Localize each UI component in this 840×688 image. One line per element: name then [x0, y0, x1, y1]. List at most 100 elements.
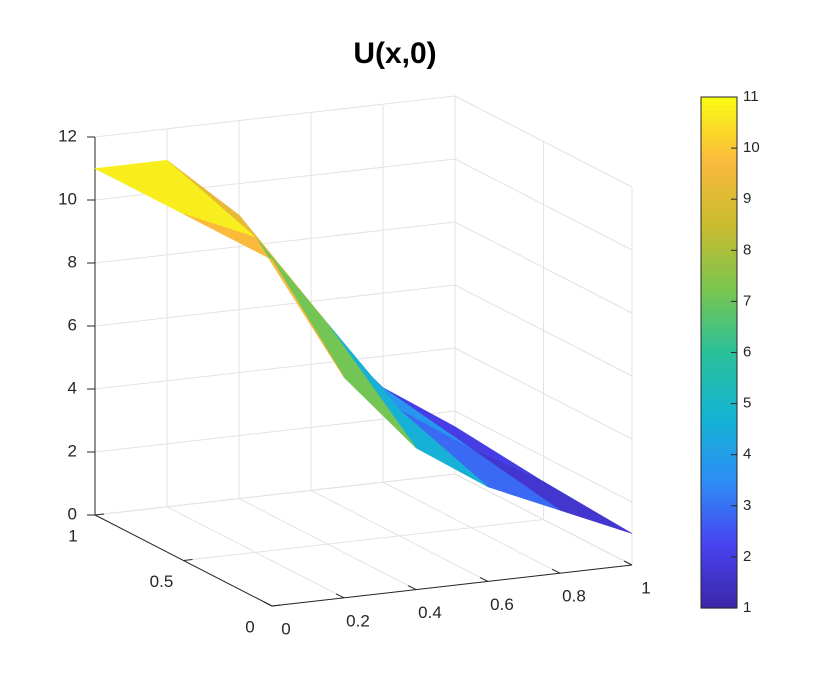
- colorbar-swatch: [701, 314, 737, 320]
- colorbar-swatch: [701, 556, 737, 562]
- colorbar-swatch: [701, 246, 737, 251]
- colorbar-swatch: [701, 190, 737, 196]
- colorbar-tick-label: 3: [743, 497, 751, 514]
- z-tick-label: 12: [58, 126, 77, 145]
- colorbar-tick-label: 1: [743, 599, 751, 616]
- colorbar-swatch: [701, 471, 737, 477]
- colorbar-swatch: [701, 101, 737, 107]
- colorbar-swatch: [701, 390, 737, 396]
- colorbar-swatch: [701, 182, 737, 188]
- colorbar-swatch: [701, 578, 737, 584]
- colorbar-swatch: [701, 395, 737, 400]
- colorbar-swatch: [701, 446, 737, 452]
- colorbar-swatch: [701, 301, 737, 307]
- colorbar-swatch: [701, 356, 737, 362]
- colorbar-swatch: [701, 514, 737, 520]
- colorbar-swatch: [701, 544, 737, 549]
- z-tick-label: 0: [68, 504, 77, 523]
- colorbar-swatch: [701, 322, 737, 328]
- colorbar-swatch: [701, 288, 737, 294]
- colorbar-swatch: [701, 143, 737, 149]
- colorbar-swatch: [701, 510, 737, 515]
- colorbar-swatch: [701, 573, 737, 579]
- colorbar-swatch: [701, 224, 737, 230]
- x-tick-label: 0.6: [490, 595, 514, 614]
- colorbar-swatch: [701, 561, 737, 567]
- colorbar-swatch: [701, 412, 737, 417]
- colorbar-swatch: [701, 493, 737, 498]
- colorbar-swatch: [701, 569, 737, 575]
- colorbar-swatch: [701, 399, 737, 405]
- colorbar-swatch: [701, 263, 737, 268]
- colorbar-swatch: [701, 105, 737, 111]
- colorbar-swatch: [701, 139, 737, 145]
- colorbar-tick-label: 11: [743, 88, 759, 105]
- colorbar-swatch: [701, 97, 737, 102]
- colorbar-swatch: [701, 126, 737, 132]
- colorbar-swatch: [701, 467, 737, 473]
- z-tick-label: 2: [68, 441, 77, 460]
- y-tick-label: 0.5: [150, 572, 174, 591]
- colorbar-swatch: [701, 548, 737, 554]
- colorbar-tick-label: 2: [743, 548, 751, 565]
- colorbar-swatch: [701, 531, 737, 537]
- colorbar-swatch: [701, 373, 737, 379]
- colorbar-swatch: [701, 335, 737, 341]
- colorbar-swatch: [701, 552, 737, 558]
- grid-line: [183, 519, 544, 561]
- x-tick-label: 1: [641, 578, 650, 597]
- x-tick: [623, 560, 633, 566]
- colorbar-swatch: [701, 305, 737, 311]
- colorbar-swatch: [701, 250, 737, 256]
- colorbar-swatch: [701, 599, 737, 605]
- x-tick: [479, 576, 489, 582]
- colorbar-tick-label: 6: [743, 343, 751, 360]
- colorbar-swatch: [701, 420, 737, 426]
- colorbar-swatch: [701, 386, 737, 392]
- colorbar-swatch: [701, 177, 737, 183]
- colorbar-swatch: [701, 194, 737, 200]
- colorbar-swatch: [701, 309, 737, 315]
- colorbar-swatch: [701, 152, 737, 158]
- colorbar-swatch: [701, 539, 737, 545]
- colorbar-swatch: [701, 207, 737, 213]
- z-tick-label: 8: [68, 252, 77, 271]
- grid-line: [94, 347, 456, 390]
- colorbar-swatch: [701, 211, 737, 217]
- y-tick: [183, 559, 193, 561]
- colorbar-swatch: [701, 165, 737, 170]
- grid-line: [94, 95, 456, 138]
- colorbar-swatch: [701, 433, 737, 439]
- colorbar-swatch: [701, 378, 737, 383]
- surface-patch: [93, 159, 256, 238]
- colorbar-swatch: [701, 237, 737, 243]
- colorbar-swatch: [701, 416, 737, 422]
- colorbar-swatch: [701, 475, 737, 481]
- surface-patch: [255, 237, 417, 449]
- colorbar-swatch: [701, 280, 737, 285]
- grid-line: [94, 284, 456, 327]
- colorbar-swatch: [701, 603, 737, 609]
- colorbar-tick-label: 7: [743, 292, 751, 309]
- colorbar-tick-label: 4: [743, 446, 751, 463]
- colorbar-swatch: [701, 326, 737, 332]
- colorbar-swatch: [701, 501, 737, 507]
- colorbar-swatch: [701, 535, 737, 541]
- colorbar-swatch: [701, 186, 737, 192]
- z-tick-label: 10: [58, 189, 77, 208]
- colorbar-swatch: [701, 339, 737, 345]
- colorbar-swatch: [701, 160, 737, 166]
- colorbar-swatch: [701, 254, 737, 260]
- colorbar-swatch: [701, 216, 737, 222]
- colorbar-swatch: [701, 348, 737, 354]
- colorbar-tick-label: 8: [743, 241, 751, 258]
- x-tick: [407, 585, 417, 591]
- x-tick-label: 0: [281, 619, 290, 638]
- colorbar-swatch: [701, 156, 737, 162]
- colorbar-swatch: [701, 429, 737, 435]
- colorbar-swatch: [701, 365, 737, 371]
- colorbar-swatch: [701, 131, 737, 136]
- colorbar-swatch: [701, 229, 737, 234]
- colorbar-swatch: [701, 441, 737, 447]
- colorbar-swatch: [701, 220, 737, 226]
